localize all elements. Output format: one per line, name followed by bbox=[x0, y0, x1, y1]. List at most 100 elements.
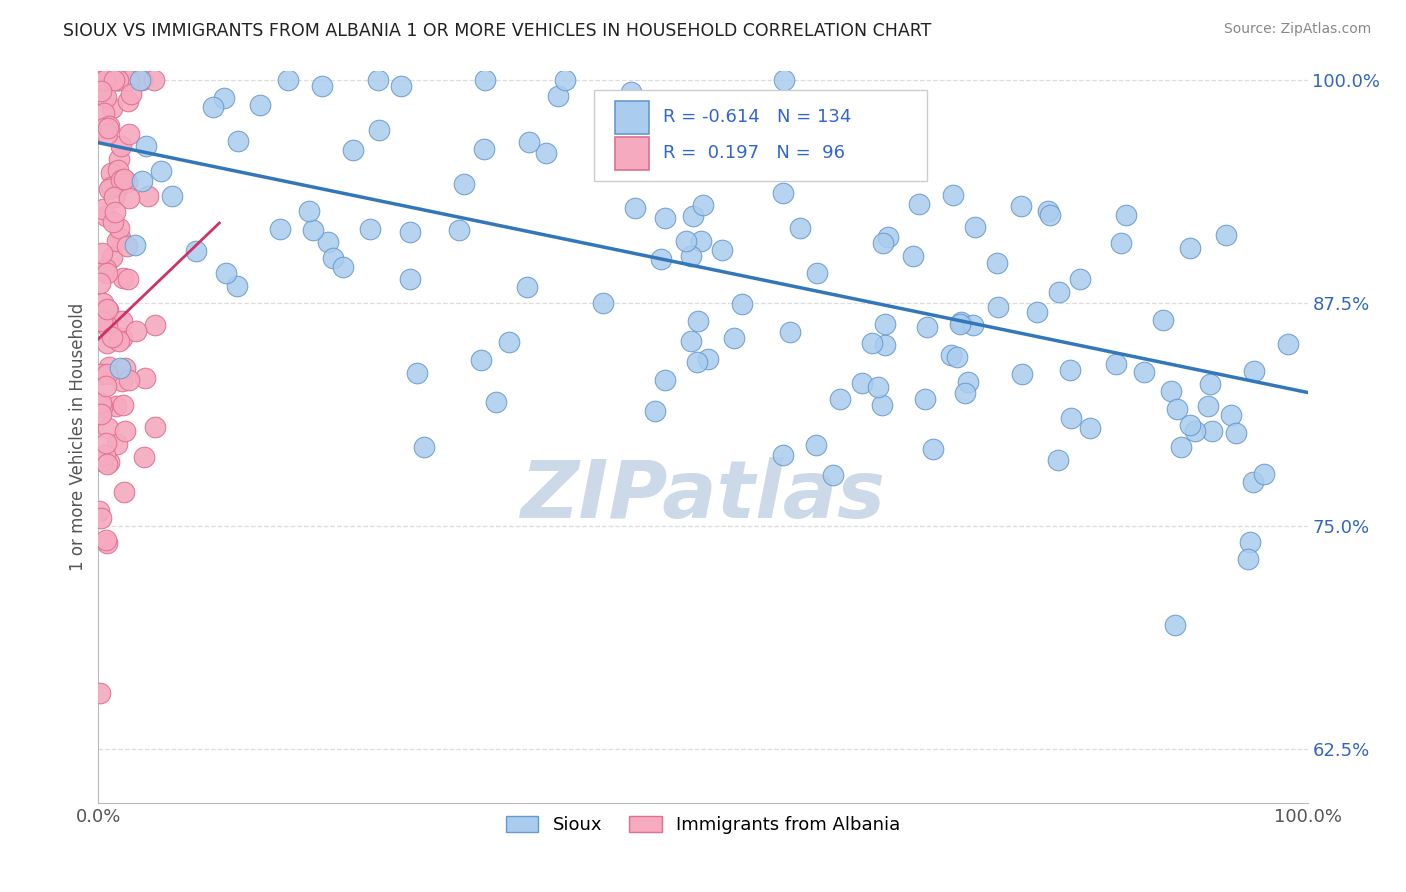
Point bbox=[821, 468, 844, 483]
Point bbox=[143, 318, 166, 332]
Point bbox=[547, 89, 569, 103]
Point bbox=[860, 336, 883, 351]
Point bbox=[97, 303, 120, 318]
Point bbox=[97, 73, 120, 87]
Point bbox=[93, 120, 115, 135]
Point bbox=[962, 318, 984, 333]
Point bbox=[1199, 376, 1222, 391]
Point bbox=[1109, 236, 1132, 251]
Point bbox=[1170, 440, 1192, 454]
Point bbox=[707, 163, 730, 178]
Point bbox=[94, 448, 117, 462]
Point bbox=[135, 139, 157, 153]
Point bbox=[107, 178, 129, 192]
Point bbox=[485, 394, 508, 409]
Point bbox=[644, 404, 666, 418]
Point bbox=[90, 454, 112, 468]
Point bbox=[398, 225, 420, 239]
Point bbox=[89, 277, 111, 291]
Point bbox=[772, 448, 794, 462]
Point bbox=[1036, 203, 1059, 218]
Point bbox=[1184, 425, 1206, 439]
Point bbox=[96, 302, 118, 317]
Point bbox=[96, 319, 118, 334]
Point bbox=[90, 401, 112, 415]
Point bbox=[298, 203, 321, 218]
Point bbox=[115, 73, 138, 87]
Point bbox=[143, 73, 166, 87]
Point bbox=[519, 136, 541, 150]
Point bbox=[949, 316, 972, 330]
Point bbox=[1026, 305, 1049, 319]
Point bbox=[225, 278, 247, 293]
Point bbox=[1047, 453, 1070, 467]
Point bbox=[730, 148, 752, 162]
Point bbox=[97, 119, 120, 133]
Point bbox=[131, 174, 153, 188]
Point bbox=[686, 355, 709, 369]
Point bbox=[112, 485, 135, 500]
Point bbox=[143, 419, 166, 434]
Point bbox=[131, 73, 153, 87]
Point bbox=[901, 249, 924, 263]
Point bbox=[110, 172, 132, 186]
Point bbox=[1215, 227, 1237, 242]
Point bbox=[96, 336, 118, 351]
Point bbox=[105, 234, 128, 248]
Point bbox=[772, 186, 794, 200]
Point bbox=[1164, 617, 1187, 632]
Point bbox=[1152, 313, 1174, 327]
Point bbox=[117, 94, 139, 108]
Point bbox=[104, 204, 127, 219]
Point bbox=[1115, 208, 1137, 222]
Point bbox=[93, 73, 115, 87]
Point bbox=[112, 271, 135, 285]
Point bbox=[623, 201, 645, 215]
Point bbox=[965, 219, 987, 234]
Point bbox=[1236, 552, 1258, 566]
Point bbox=[332, 260, 354, 274]
Point bbox=[1219, 409, 1241, 423]
Point bbox=[128, 73, 150, 87]
Point bbox=[96, 266, 118, 280]
Point bbox=[1069, 272, 1091, 286]
Point bbox=[90, 245, 112, 260]
Point bbox=[91, 202, 114, 216]
Point bbox=[94, 90, 117, 104]
Point bbox=[686, 314, 709, 328]
Point bbox=[406, 366, 429, 380]
Point bbox=[710, 143, 733, 157]
Point bbox=[98, 359, 121, 374]
Text: R = -0.614   N = 134: R = -0.614 N = 134 bbox=[664, 109, 852, 127]
Point bbox=[1243, 364, 1265, 378]
Point bbox=[96, 435, 118, 450]
Point bbox=[942, 188, 965, 202]
Point bbox=[94, 262, 117, 277]
Point bbox=[105, 73, 128, 87]
Point bbox=[986, 255, 1008, 269]
Point bbox=[851, 376, 873, 390]
Point bbox=[112, 171, 135, 186]
Text: Source: ZipAtlas.com: Source: ZipAtlas.com bbox=[1223, 22, 1371, 37]
Text: ZIPatlas: ZIPatlas bbox=[520, 457, 886, 534]
Text: SIOUX VS IMMIGRANTS FROM ALBANIA 1 OR MORE VEHICLES IN HOUSEHOLD CORRELATION CHA: SIOUX VS IMMIGRANTS FROM ALBANIA 1 OR MO… bbox=[63, 22, 932, 40]
Point bbox=[690, 234, 713, 248]
Point bbox=[150, 163, 173, 178]
Point bbox=[1239, 535, 1261, 549]
Point bbox=[89, 686, 111, 700]
Point bbox=[118, 373, 141, 387]
Point bbox=[870, 398, 893, 412]
Point bbox=[212, 91, 235, 105]
FancyBboxPatch shape bbox=[595, 90, 927, 181]
Point bbox=[103, 73, 125, 87]
Point bbox=[115, 175, 138, 189]
Point bbox=[472, 142, 495, 156]
Point bbox=[1059, 410, 1081, 425]
Point bbox=[108, 153, 131, 167]
Point bbox=[1047, 285, 1070, 300]
Point bbox=[1178, 417, 1201, 432]
Point bbox=[1105, 357, 1128, 371]
Point bbox=[322, 251, 344, 265]
Point bbox=[125, 324, 148, 338]
Point bbox=[723, 331, 745, 345]
